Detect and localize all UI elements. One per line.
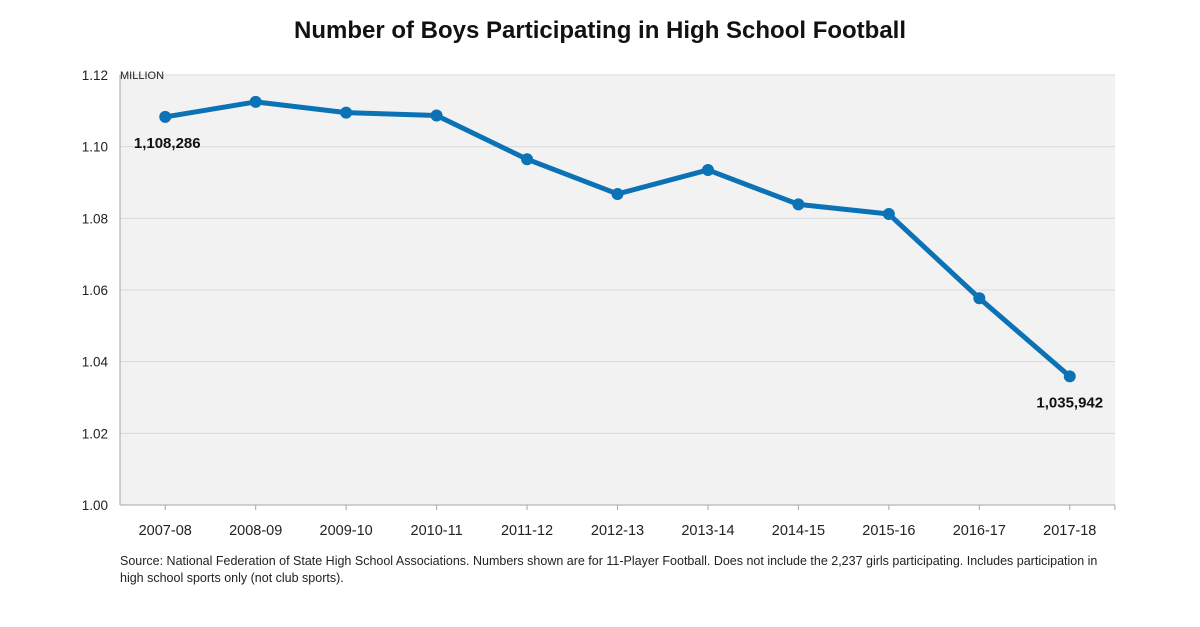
data-point (249, 95, 262, 108)
data-label: 1,108,286 (134, 135, 201, 152)
y-tick-label: 1.00 (82, 498, 108, 513)
data-point (611, 187, 624, 200)
y-axis-ticks: 1.00 1.02 1.04 1.06 1.08 1.10 1.12 (82, 68, 109, 513)
data-point (792, 198, 805, 211)
y-tick-label: 1.04 (82, 355, 109, 370)
data-point (973, 292, 986, 305)
x-tick-label: 2007-08 (139, 523, 192, 539)
data-point (701, 163, 714, 176)
y-unit-label: MILLION (120, 70, 164, 82)
chart-title: Number of Boys Participating in High Sch… (293, 17, 907, 44)
x-tick-label: 2016-17 (953, 523, 1006, 539)
y-tick-label: 1.10 (82, 140, 108, 155)
x-tick-label: 2012-13 (591, 523, 644, 539)
x-tick-label: 2015-16 (862, 523, 915, 539)
y-tick-label: 1.12 (82, 68, 108, 83)
x-tick-label: 2009-10 (320, 523, 373, 539)
data-point (340, 106, 353, 119)
series-layer (159, 95, 1076, 383)
x-tick-label: 2008-09 (229, 523, 282, 539)
data-point (882, 208, 895, 221)
x-tick-label: 2011-12 (501, 523, 553, 539)
data-labels: 1,108,286 1,035,942 (134, 135, 1103, 411)
x-tick-label: 2013-14 (681, 523, 734, 539)
y-tick-label: 1.02 (82, 426, 108, 441)
data-point (521, 153, 534, 166)
y-tick-label: 1.08 (82, 211, 108, 226)
y-tick-label: 1.06 (82, 283, 108, 298)
x-tick-label: 2010-11 (411, 523, 463, 539)
data-point (159, 110, 172, 123)
data-point (1063, 370, 1076, 383)
data-label: 1,035,942 (1036, 394, 1103, 411)
data-point (430, 109, 443, 122)
x-tick-label: 2017-18 (1043, 523, 1096, 539)
source-note: Source: National Federation of State Hig… (120, 554, 1098, 585)
x-axis-ticks: 2007-08 2008-09 2009-10 2010-11 2011-12 2012-… (139, 505, 1116, 539)
x-tick-label: 2014-15 (772, 523, 825, 539)
gridlines (120, 74, 1115, 434)
